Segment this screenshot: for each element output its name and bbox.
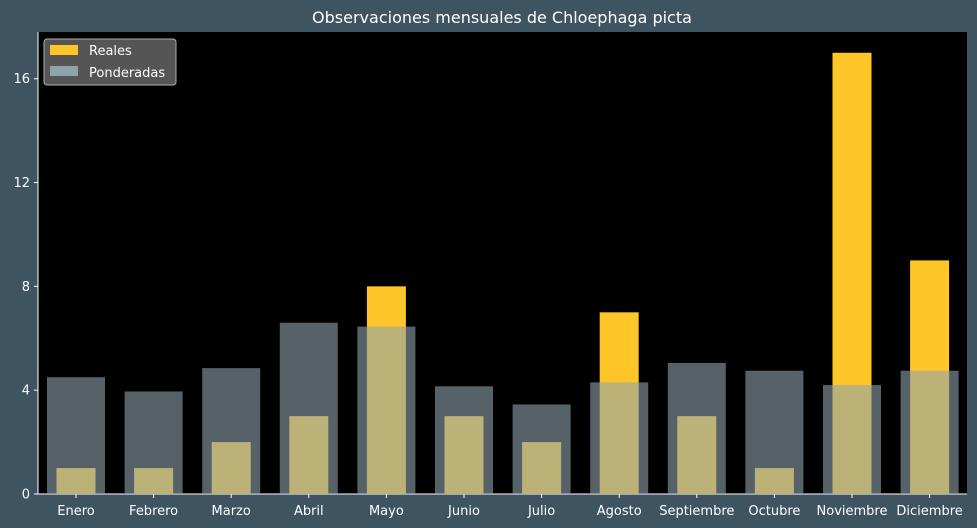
x-tick-label: Diciembre bbox=[896, 504, 962, 519]
x-axis: Enero Febrero Marzo Abril Mayo Junio Julio Agos… bbox=[38, 493, 967, 519]
legend-label-ponderadas: Ponderadas bbox=[89, 66, 165, 81]
x-tick-label: Febrero bbox=[129, 504, 178, 519]
y-tick-label: 12 bbox=[13, 176, 30, 191]
plot-area bbox=[38, 32, 967, 494]
x-tick-label: Mayo bbox=[369, 504, 404, 519]
bar-ponderadas bbox=[202, 368, 261, 494]
x-tick-label: Enero bbox=[57, 504, 95, 519]
bar-ponderadas bbox=[512, 404, 571, 494]
bar-ponderadas bbox=[124, 391, 183, 494]
x-tick-label: Octubre bbox=[748, 504, 800, 519]
bar-ponderadas bbox=[357, 326, 416, 494]
x-tick-label: Abril bbox=[294, 504, 324, 519]
x-tick-label: Septiembre bbox=[659, 504, 734, 519]
y-tick-label: 0 bbox=[22, 488, 30, 503]
bar-ponderadas bbox=[823, 384, 881, 494]
bar-ponderadas bbox=[47, 377, 105, 494]
legend-swatch-ponderadas bbox=[50, 66, 78, 76]
bar-ponderadas bbox=[435, 386, 493, 494]
y-tick-label: 16 bbox=[13, 72, 30, 87]
x-tick-label: Junio bbox=[447, 504, 480, 519]
x-tick-label: Agosto bbox=[597, 504, 642, 519]
legend: Reales Ponderadas bbox=[43, 38, 177, 86]
x-tick-label: Julio bbox=[527, 504, 555, 519]
x-tick-label: Noviembre bbox=[817, 504, 888, 519]
bar-ponderadas bbox=[590, 382, 649, 494]
bar-ponderadas bbox=[279, 322, 338, 494]
chart-title: Observaciones mensuales de Chloephaga pi… bbox=[312, 8, 692, 27]
bar-ponderadas bbox=[745, 370, 804, 494]
y-tick-label: 8 bbox=[22, 280, 30, 295]
bar-ponderadas bbox=[667, 362, 726, 494]
bars-ponderadas bbox=[47, 322, 959, 494]
legend-label-reales: Reales bbox=[89, 44, 132, 59]
y-axis: 0 4 8 12 16 bbox=[13, 32, 39, 503]
legend-swatch-reales bbox=[50, 45, 78, 55]
bar-ponderadas bbox=[900, 370, 959, 494]
y-tick-label: 4 bbox=[22, 384, 30, 399]
x-tick-label: Marzo bbox=[212, 504, 251, 519]
